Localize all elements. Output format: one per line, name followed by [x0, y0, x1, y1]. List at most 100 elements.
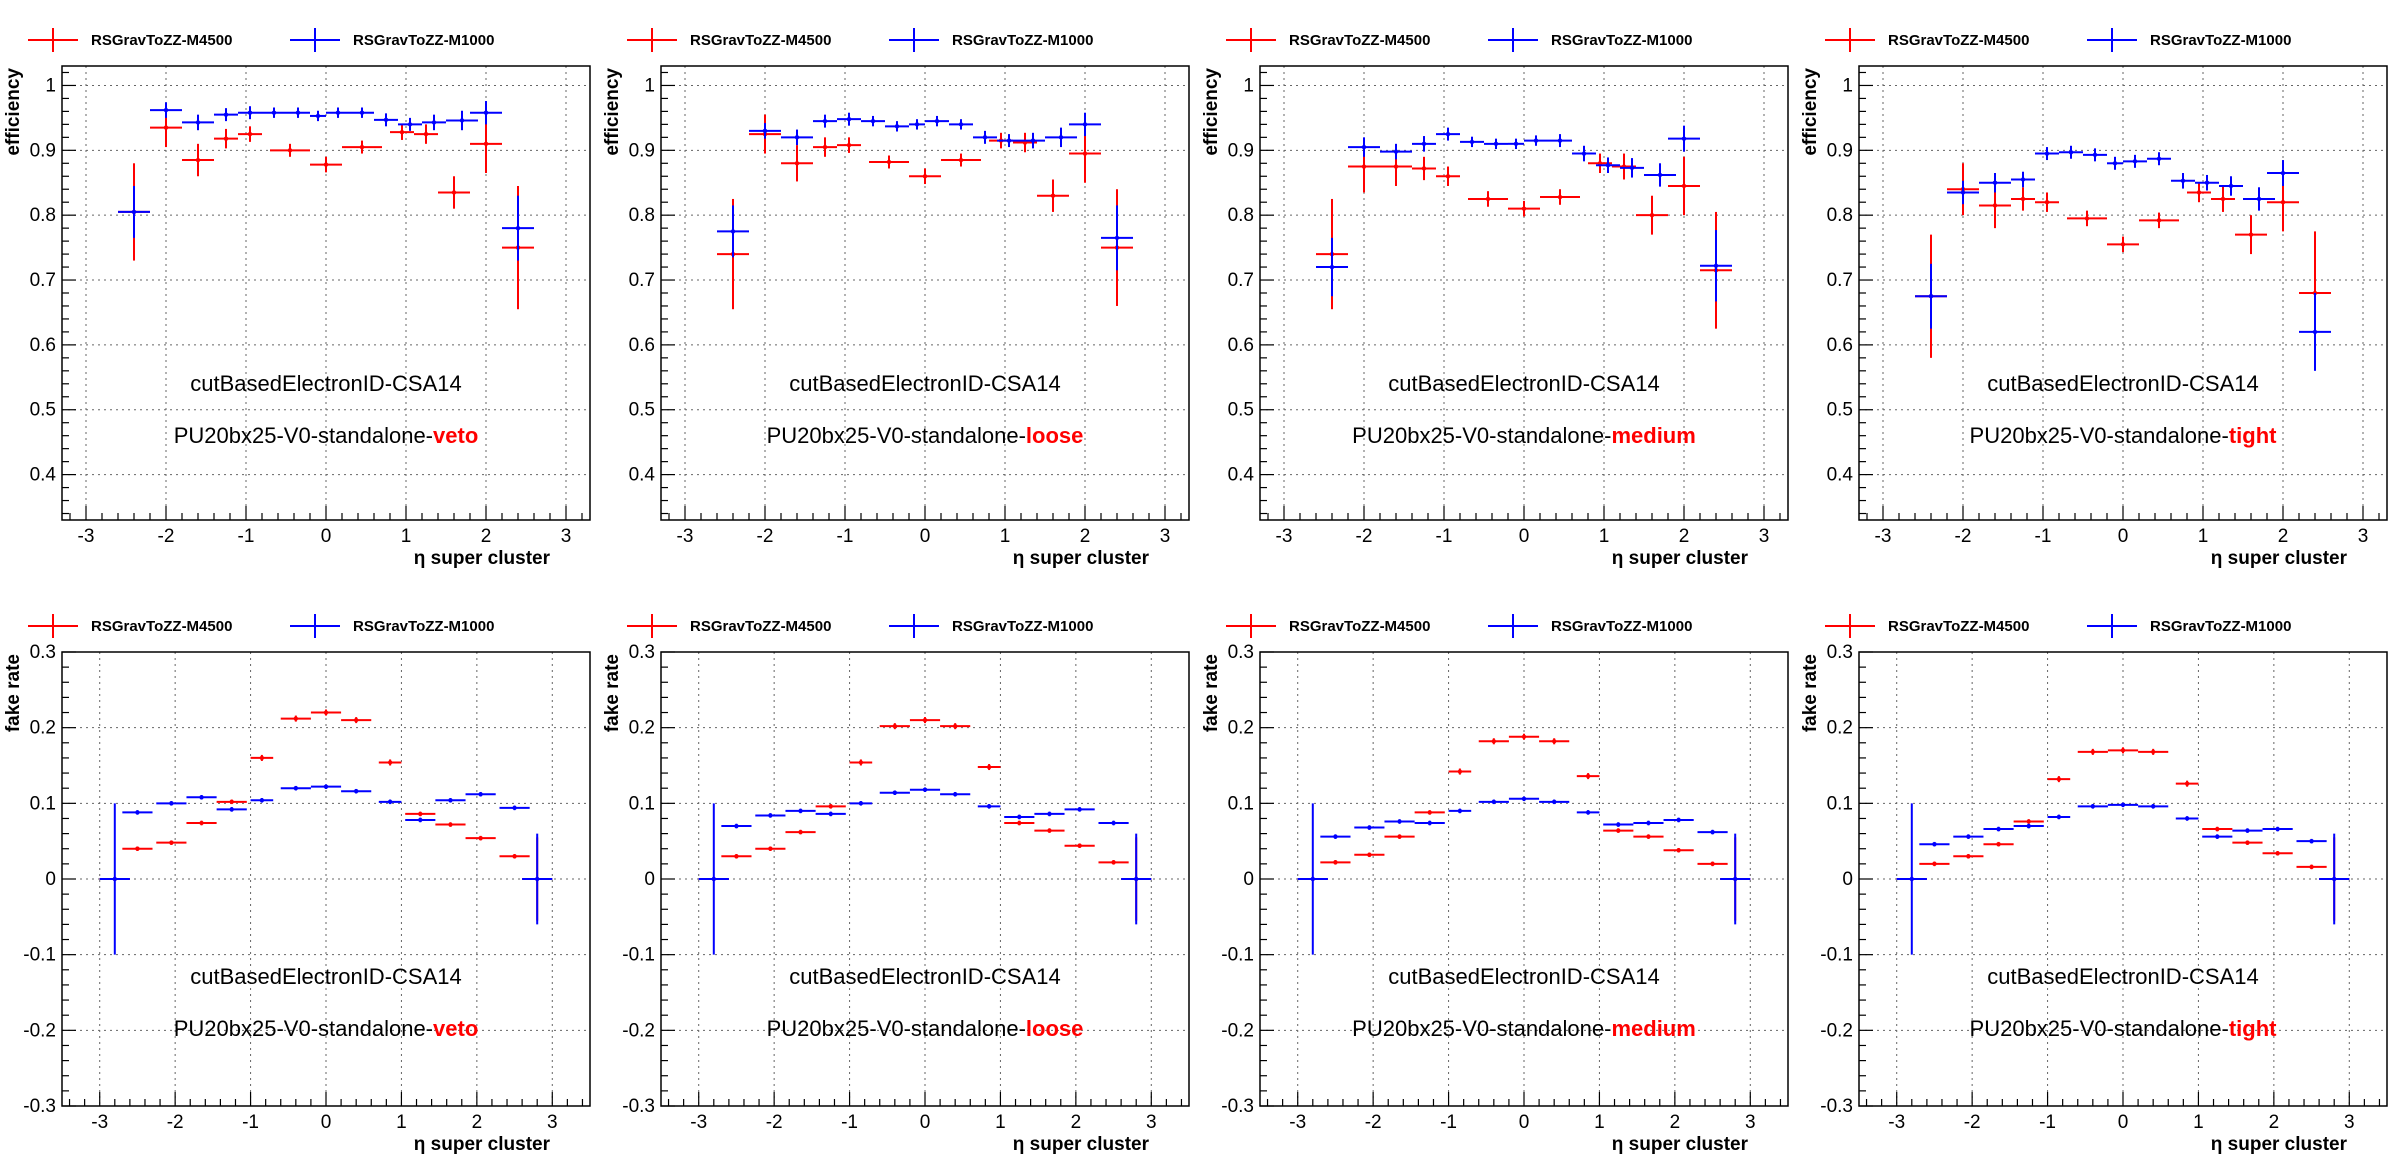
data-point — [2083, 148, 2107, 162]
point-marker — [199, 820, 204, 826]
y-axis-label: fake rate — [1800, 654, 1821, 732]
x-tick-label: 0 — [2118, 1112, 2129, 1133]
point-marker — [223, 112, 229, 117]
y-tick-label: 0.8 — [629, 205, 655, 226]
data-point — [785, 829, 816, 835]
data-point — [909, 168, 941, 185]
x-tick-label: 0 — [1519, 1112, 1530, 1133]
point-marker — [271, 110, 277, 115]
x-tick-label: -3 — [1289, 1112, 1306, 1133]
data-point — [270, 143, 310, 157]
point-marker — [295, 110, 301, 115]
data-point — [849, 801, 873, 806]
point-marker — [822, 144, 828, 150]
point-marker — [1585, 773, 1591, 779]
y-tick-label: 0.1 — [1228, 793, 1254, 814]
x-tick-label: 0 — [2118, 526, 2129, 547]
data-point — [1414, 820, 1445, 826]
x-tick-label: 1 — [2198, 526, 2209, 547]
data-point — [1414, 810, 1445, 815]
point-marker — [1557, 138, 1563, 143]
point-marker — [259, 798, 265, 803]
x-tick-label: -2 — [158, 526, 175, 547]
point-marker — [858, 801, 864, 806]
data-point — [1354, 825, 1385, 830]
point-marker — [768, 846, 773, 851]
data-point — [2175, 816, 2199, 821]
point-marker — [2120, 802, 2126, 808]
point-marker — [1427, 820, 1432, 826]
point-marker — [892, 790, 898, 795]
data-point — [1636, 195, 1668, 235]
x-tick-label: -3 — [91, 1112, 108, 1133]
annotation-prefix: PU20bx25-V0-standalone- — [174, 1016, 433, 1041]
legend-label: RSGravToZZ-M4500 — [91, 618, 232, 635]
y-tick-label: -0.2 — [23, 1020, 56, 1041]
point-marker — [459, 118, 465, 123]
legend-entry: RSGravToZZ-M1000 — [290, 614, 494, 638]
data-point — [785, 808, 816, 814]
point-marker — [2280, 200, 2286, 205]
data-point — [755, 846, 786, 852]
point-marker — [199, 795, 204, 800]
data-point — [1037, 179, 1069, 212]
point-marker — [1733, 876, 1738, 882]
data-point — [2035, 147, 2059, 161]
point-marker — [1114, 235, 1120, 241]
x-tick-label: -3 — [677, 526, 694, 547]
point-marker — [1367, 852, 1372, 857]
data-point — [837, 137, 861, 153]
point-marker — [359, 110, 365, 115]
data-point — [1320, 834, 1351, 839]
point-marker — [2084, 216, 2090, 221]
annotation-highlight: tight — [2229, 423, 2277, 448]
y-tick-label: 0.3 — [1827, 642, 1853, 663]
point-marker — [2248, 232, 2254, 237]
chart-panel-fake-veto: -3 -2 -1 0 1 2 3 -0.3 -0.2 -0.1 0 0.1 0.2 0.3 η super … — [3, 614, 591, 1155]
annotation-prefix: PU20bx25-V0-standalone- — [767, 423, 1026, 448]
x-tick-label: 3 — [1745, 1112, 1756, 1133]
data-point — [250, 798, 274, 803]
data-point — [997, 134, 1021, 148]
y-tick-label: 0.5 — [629, 400, 655, 421]
annotation-title: cutBasedElectronID-CSA14 — [1388, 964, 1659, 989]
point-marker — [293, 716, 299, 721]
legend-entry: RSGravToZZ-M4500 — [1825, 614, 2029, 638]
point-marker — [2090, 749, 2096, 755]
annotation-prefix: PU20bx25-V0-standalone- — [1352, 423, 1611, 448]
legend-entry: RSGravToZZ-M4500 — [1825, 28, 2029, 52]
y-tick-label: 0.6 — [629, 335, 655, 356]
x-tick-label: -3 — [1888, 1112, 1905, 1133]
data-point — [1576, 773, 1600, 780]
data-point — [2147, 152, 2171, 166]
point-marker — [383, 117, 389, 123]
legend-entry: RSGravToZZ-M4500 — [627, 28, 831, 52]
data-point — [150, 102, 182, 118]
point-marker — [1681, 136, 1687, 141]
data-point — [1633, 820, 1664, 826]
data-point — [1576, 810, 1600, 815]
data-point — [1540, 189, 1580, 205]
x-tick-label: -3 — [690, 1112, 707, 1133]
x-tick-label: -2 — [167, 1112, 184, 1133]
data-point — [2202, 826, 2233, 832]
x-tick-label: 1 — [2193, 1112, 2204, 1133]
point-marker — [762, 128, 768, 134]
chart-panel-efficiency-tight: -3 -2 -1 0 1 2 30.40.50.60.70.80.91η super clu… — [1800, 28, 2388, 569]
legend-label: RSGravToZZ-M1000 — [353, 618, 494, 635]
point-marker — [730, 229, 736, 234]
point-marker — [1992, 180, 1998, 185]
legend-entry: RSGravToZZ-M1000 — [1488, 614, 1692, 638]
data-point — [182, 143, 214, 177]
point-marker — [1047, 828, 1052, 833]
point-marker — [734, 854, 739, 859]
point-marker — [135, 810, 140, 815]
x-tick-label: 3 — [2358, 526, 2369, 547]
legend-entry: RSGravToZZ-M1000 — [2087, 28, 2291, 52]
point-marker — [2150, 804, 2156, 809]
data-point — [781, 145, 813, 182]
point-marker — [1629, 165, 1635, 171]
data-point — [1603, 822, 1634, 827]
data-point — [522, 833, 553, 925]
